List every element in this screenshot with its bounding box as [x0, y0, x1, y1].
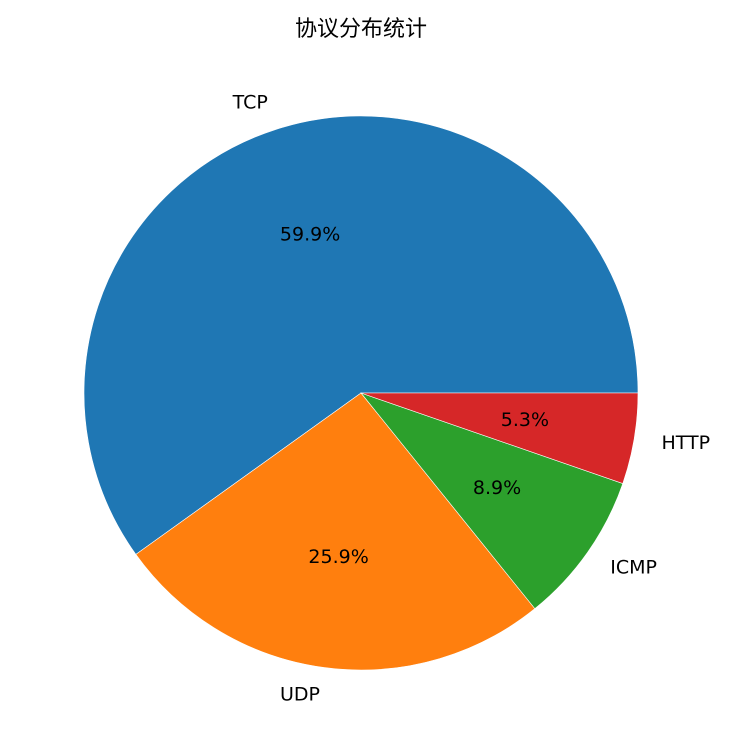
pie-slice-http — [360, 392, 639, 484]
category-label-udp: UDP — [280, 683, 320, 705]
pie-slice-tcp — [83, 115, 639, 555]
category-label-tcp: TCP — [232, 91, 268, 113]
chart-title: 协议分布统计 — [295, 17, 427, 42]
percent-label-http: 5.3% — [501, 409, 549, 431]
pie-labels: TCP 59.9% UDP 25.9% ICMP 8.9% HTTP 5.3% — [232, 91, 711, 705]
percent-label-icmp: 8.9% — [473, 477, 521, 499]
percent-label-tcp: 59.9% — [280, 223, 340, 245]
pie-slice-icmp — [360, 392, 624, 610]
category-label-icmp: ICMP — [610, 557, 657, 579]
category-label-http: HTTP — [662, 432, 711, 454]
pie-slices — [83, 115, 639, 671]
pie-slice-udp — [135, 392, 536, 671]
percent-label-udp: 25.9% — [308, 546, 368, 568]
